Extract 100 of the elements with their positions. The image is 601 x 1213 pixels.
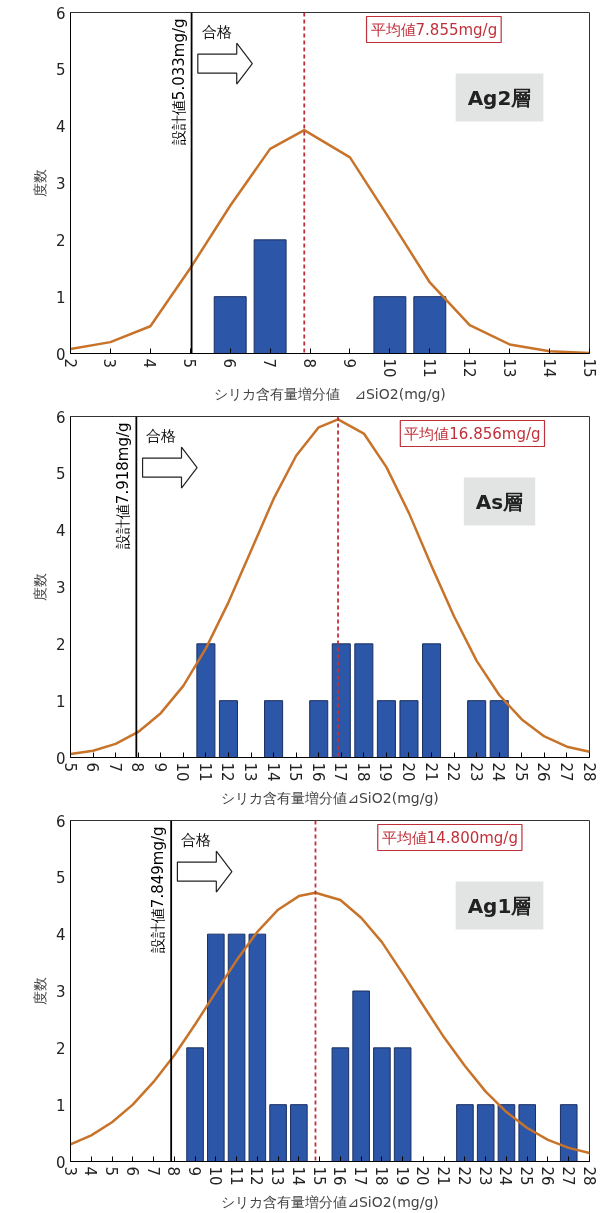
x-tick-label: 25: [517, 1166, 536, 1186]
x-tick-label: 16: [330, 1166, 349, 1186]
x-tick-label: 19: [392, 1166, 411, 1186]
y-tick-label: 2: [55, 231, 66, 250]
ref-line-label: 設計値7.849mg/g: [149, 826, 168, 954]
x-tick-label: 17: [331, 762, 350, 782]
y-tick-label: 5: [55, 869, 66, 888]
annotation: Ag2層: [467, 85, 532, 110]
y-tick-label: 0: [55, 1153, 66, 1172]
y-tick-label: 4: [55, 522, 66, 541]
x-tick-label: 22: [454, 1166, 473, 1186]
y-axis-title: 度数: [31, 573, 48, 601]
y-tick-label: 3: [55, 579, 66, 597]
x-tick-label: 11: [419, 358, 438, 378]
y-tick-label: 4: [55, 118, 66, 137]
x-tick-label: 7: [143, 1166, 162, 1177]
ref-line-label: 設計値5.033mg/g: [169, 18, 188, 146]
x-tick-label: 5: [180, 358, 199, 369]
y-tick-label: 0: [55, 749, 66, 768]
x-tick-label: 24: [489, 762, 508, 782]
x-tick-label: 20: [413, 1166, 432, 1186]
line-series: [70, 418, 590, 756]
bar: [373, 1047, 391, 1162]
x-tick-label: 12: [218, 762, 237, 782]
x-tick-label: 19: [376, 762, 395, 782]
x-tick-label: 10: [379, 358, 398, 378]
x-tick-label: 3: [100, 358, 119, 369]
x-axis-title: シリカ含有量増分値⊿SiO2(mg/g): [221, 789, 439, 806]
annotation: As層: [475, 489, 524, 514]
x-tick-label: 8: [300, 358, 319, 369]
x-tick-label: 13: [499, 358, 518, 378]
x-tick-label: 7: [260, 358, 279, 369]
bar: [476, 1104, 495, 1162]
y-tick-label: 6: [55, 408, 66, 427]
x-tick-label: 7: [105, 762, 124, 773]
x-tick-label: 10: [205, 1166, 224, 1186]
x-tick-label: 28: [579, 1166, 598, 1186]
x-tick-label: 13: [241, 762, 260, 782]
ref-line-label: 平均値14.800mg/g: [381, 828, 518, 847]
x-tick-label: 14: [288, 1166, 307, 1186]
x-tick-label: 15: [579, 358, 598, 378]
y-tick-label: 6: [55, 812, 66, 831]
x-tick-label: 11: [195, 762, 214, 782]
x-tick-label: 12: [247, 1166, 266, 1186]
bar: [331, 1047, 350, 1162]
x-axis-title: シリカ含有量増分値⊿SiO2(mg/g): [221, 1193, 439, 1210]
y-tick-label: 1: [55, 288, 66, 307]
annotation: 合格: [181, 830, 212, 849]
y-tick-label: 5: [55, 61, 66, 80]
y-tick-label: 1: [55, 1096, 66, 1115]
y-axis-title: 度数: [31, 169, 48, 197]
x-tick-label: 27: [558, 1166, 577, 1186]
ref-line-label: 設計値7.918mg/g: [114, 422, 133, 550]
x-tick-label: 10: [173, 762, 192, 782]
y-axis-title: 度数: [31, 977, 48, 1005]
x-tick-label: 4: [140, 358, 159, 369]
x-tick-label: 6: [83, 762, 102, 773]
bar: [290, 1104, 308, 1162]
x-tick-label: 18: [353, 762, 372, 782]
x-tick-label: 25: [511, 762, 530, 782]
x-tick-label: 14: [263, 762, 282, 782]
x-tick-label: 9: [185, 1166, 204, 1177]
bar: [497, 1104, 516, 1162]
x-tick-label: 8: [128, 762, 147, 773]
bar: [518, 1104, 537, 1162]
x-tick-label: 24: [496, 1166, 515, 1186]
x-tick-label: 8: [164, 1166, 183, 1177]
x-tick-label: 17: [351, 1166, 370, 1186]
y-tick-label: 1: [55, 692, 66, 711]
x-tick-label: 4: [81, 1166, 100, 1177]
ref-line-label: 平均値7.855mg/g: [370, 20, 498, 39]
y-tick-label: 3: [55, 983, 66, 1001]
x-tick-label: 12: [459, 358, 478, 378]
x-tick-label: 5: [102, 1166, 121, 1177]
x-tick-label: 21: [434, 1166, 453, 1186]
x-tick-label: 6: [220, 358, 239, 369]
x-axis-title: シリカ含有量増分値 ⊿SiO2(mg/g): [214, 385, 446, 402]
annotation: Ag1層: [467, 893, 532, 918]
x-tick-label: 26: [537, 1166, 556, 1186]
y-tick-label: 6: [55, 4, 66, 23]
x-tick-label: 9: [339, 358, 358, 369]
y-tick-label: 2: [55, 635, 66, 654]
x-tick-label: 15: [286, 762, 305, 782]
bar: [393, 1047, 412, 1162]
x-tick-label: 27: [556, 762, 575, 782]
x-tick-label: 22: [444, 762, 463, 782]
ref-line-label: 平均値16.856mg/g: [404, 424, 541, 443]
x-tick-label: 14: [539, 358, 558, 378]
bar: [227, 933, 246, 1162]
x-tick-label: 11: [226, 1166, 245, 1186]
x-tick-label: 16: [308, 762, 327, 782]
y-tick-label: 0: [55, 345, 66, 364]
bar: [456, 1104, 474, 1162]
x-tick-label: 26: [534, 762, 553, 782]
bar: [248, 933, 267, 1162]
x-tick-label: 20: [398, 762, 417, 782]
bar: [207, 933, 225, 1162]
y-tick-label: 5: [55, 465, 66, 484]
y-tick-label: 2: [55, 1039, 66, 1058]
x-tick-label: 6: [122, 1166, 141, 1177]
